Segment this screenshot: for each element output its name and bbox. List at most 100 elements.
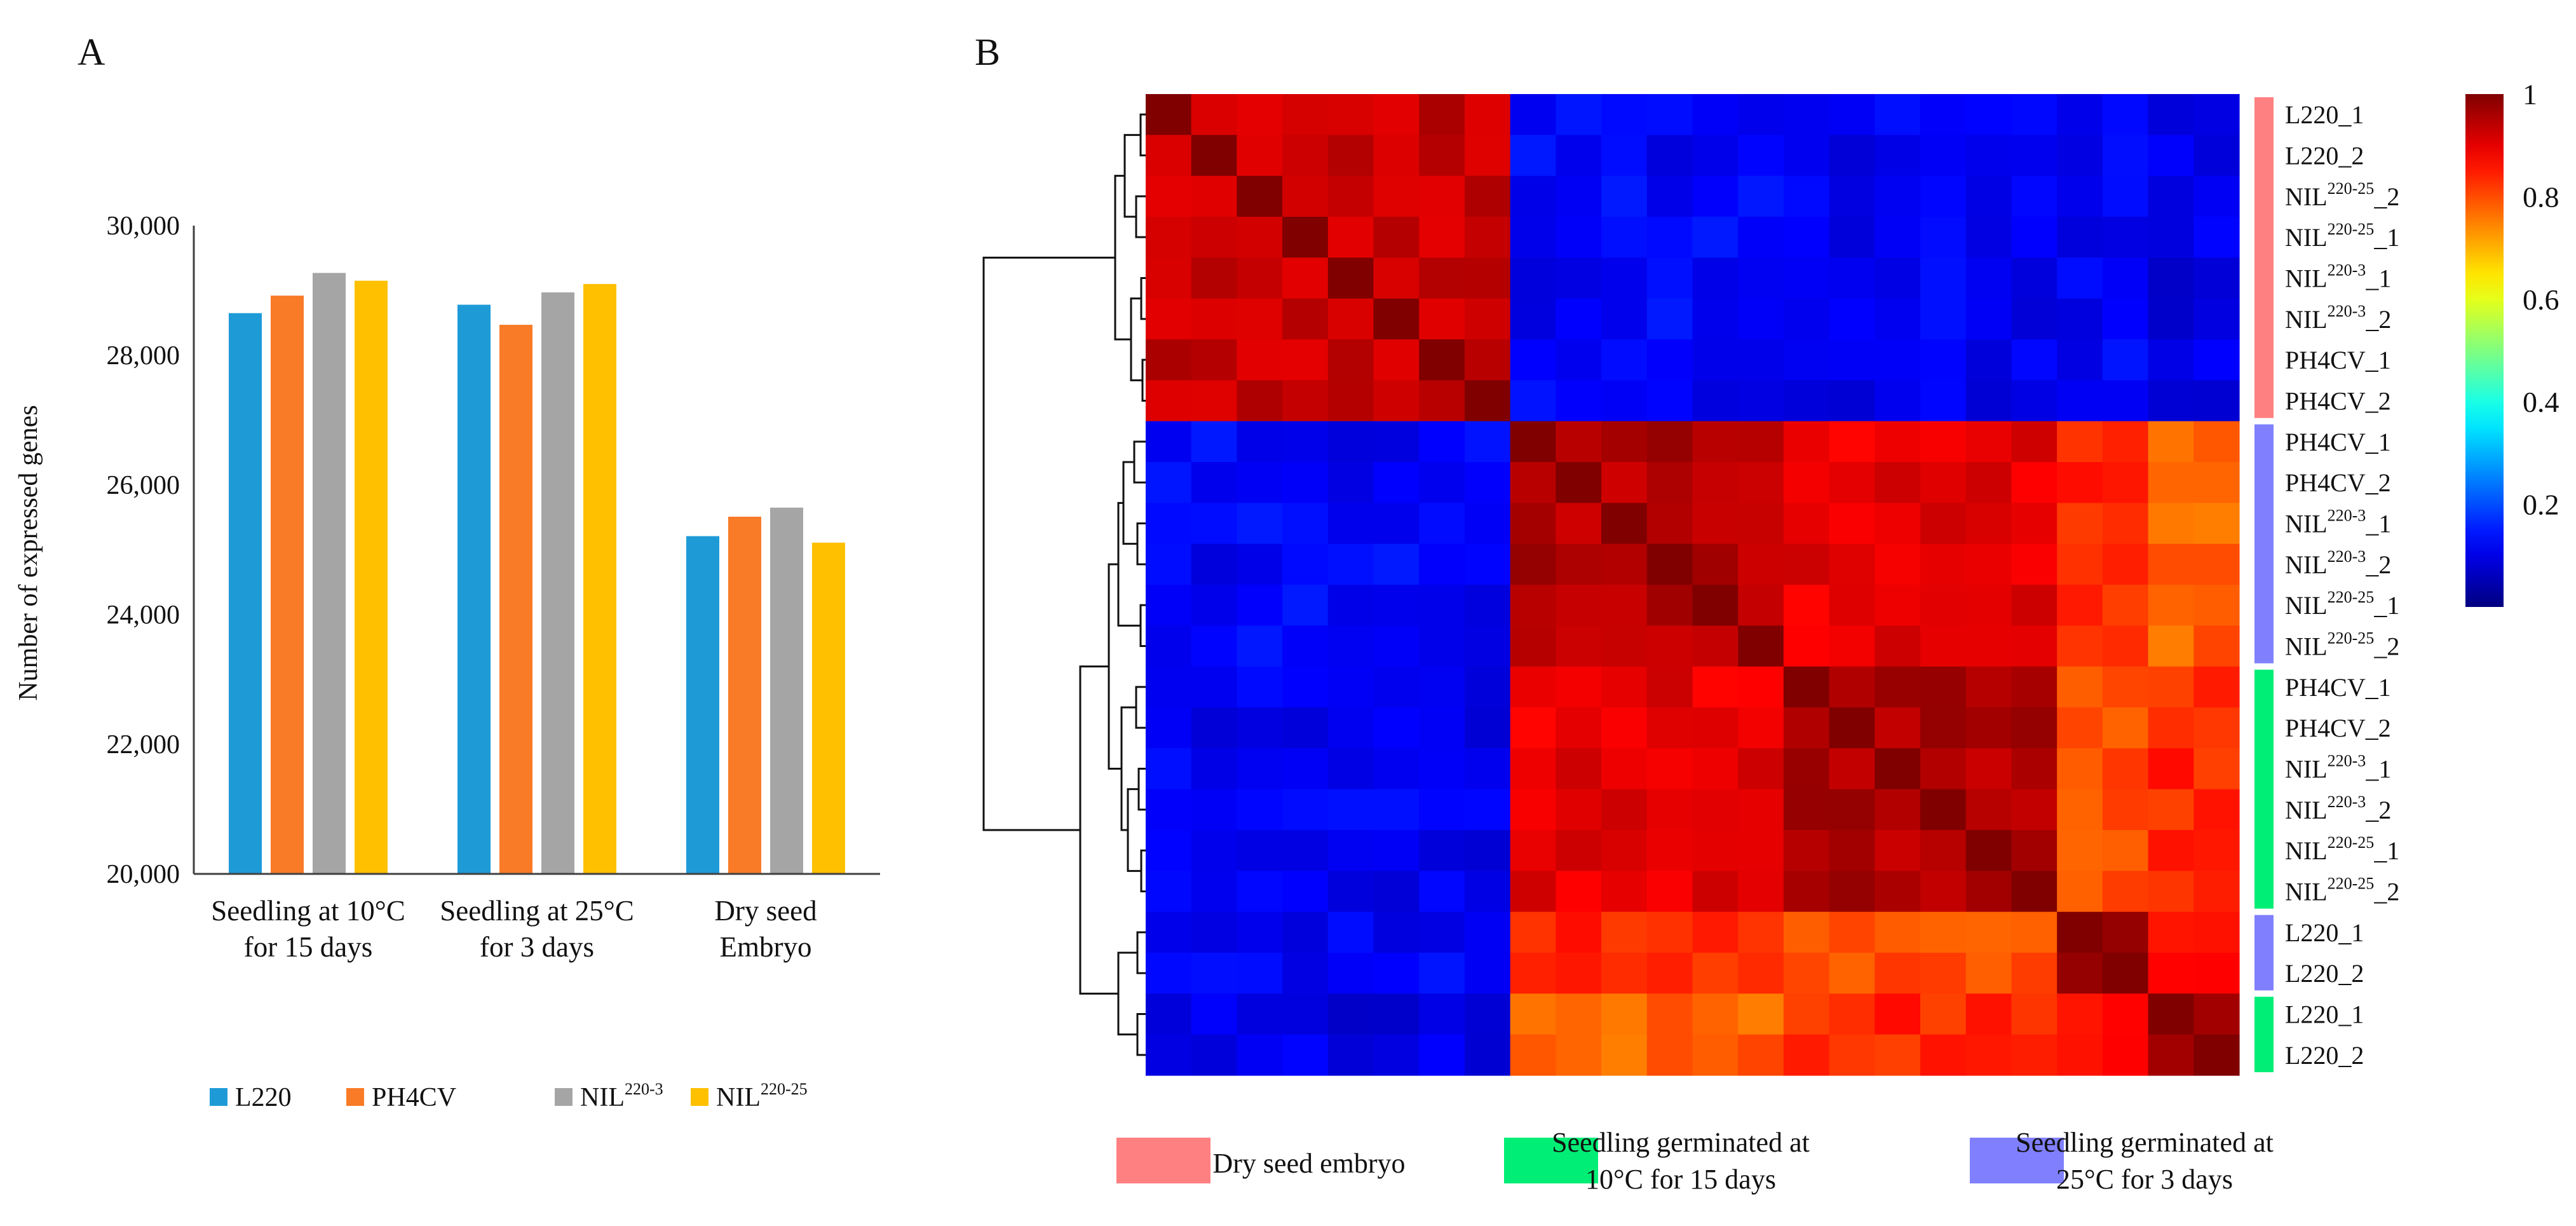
heatmap-cell xyxy=(2102,380,2149,422)
heatmap-cell xyxy=(1373,830,1420,871)
heatmap-cell xyxy=(1965,911,2012,953)
bar-marks xyxy=(229,273,845,875)
heatmap-cell xyxy=(2057,871,2103,913)
heatmap-cell xyxy=(2193,748,2240,790)
heatmap-cell xyxy=(1965,298,2012,340)
heatmap-cell xyxy=(1920,585,1967,626)
heatmap-cell xyxy=(1464,585,1511,626)
heatmap-cell xyxy=(1783,462,1830,503)
heatmap-cell xyxy=(1783,135,1830,177)
heatmap-cell xyxy=(2057,1034,2103,1076)
heatmap-cell xyxy=(1146,380,1192,422)
heatmap-cell xyxy=(1237,462,1283,503)
heatmap-cell xyxy=(2148,666,2194,708)
heatmap-cell xyxy=(1601,993,1648,1035)
heatmap-cell xyxy=(1146,748,1192,790)
heatmap-cell xyxy=(1783,585,1830,626)
heatmap-cell xyxy=(1646,257,1693,299)
heatmap-cell xyxy=(1419,503,1465,545)
heatmap-cell xyxy=(1920,217,1967,258)
heatmap-cell xyxy=(1510,135,1556,177)
heatmap-cell xyxy=(1419,94,1465,135)
y-tick-label: 28,000 xyxy=(107,341,180,371)
heatmap-cell xyxy=(1146,625,1192,667)
heatmap-cell xyxy=(1556,789,1602,831)
heatmap-cell xyxy=(1829,421,1875,463)
bar-chart: Number of expressed genes 20,000 22,000 24… xyxy=(14,212,880,1112)
heatmap-cell xyxy=(2193,993,2240,1035)
heatmap-cell xyxy=(1191,625,1238,667)
heatmap-cell xyxy=(1738,380,1784,422)
heatmap-cell xyxy=(1464,543,1511,585)
heatmap-cell xyxy=(1464,871,1511,913)
heatmap-cell xyxy=(1419,175,1465,217)
heatmap-cell xyxy=(2102,666,2149,708)
heatmap-cell xyxy=(2057,298,2103,340)
dendrogram xyxy=(982,113,1146,1056)
heatmap-cell xyxy=(1327,339,1374,381)
heatmap-cell xyxy=(1282,666,1329,708)
heatmap-cell xyxy=(1920,830,1967,871)
heatmap-cell xyxy=(1373,421,1420,463)
group-bar-cold xyxy=(2254,669,2274,909)
heatmap-cell xyxy=(2148,707,2194,749)
heatmap-cell xyxy=(2102,789,2149,831)
heatmap-cell xyxy=(1419,830,1465,871)
heatmap-cell xyxy=(2193,462,2240,503)
bar-nil220-3-0 xyxy=(313,273,346,875)
heatmap-cell xyxy=(1829,503,1875,545)
heatmap-cell xyxy=(1783,298,1830,340)
heatmap-cell xyxy=(1510,257,1556,299)
heatmap-cell xyxy=(1965,585,2012,626)
heatmap-cell xyxy=(1191,462,1238,503)
heatmap-cell xyxy=(1146,175,1192,217)
heatmap-cell xyxy=(1191,217,1238,258)
row-label: NIL220-3_2 xyxy=(2285,547,2391,579)
heatmap-cell xyxy=(1874,993,1921,1035)
heatmap-cell xyxy=(1556,257,1602,299)
heatmap-cell xyxy=(1874,380,1921,422)
heatmap-cell xyxy=(1920,871,1967,913)
heatmap-cell xyxy=(1965,1034,2012,1076)
heatmap-cell xyxy=(1327,666,1374,708)
heatmap-cell xyxy=(1373,135,1420,177)
heatmap-cell xyxy=(1738,421,1784,463)
heatmap-cell xyxy=(1646,175,1693,217)
heatmap-cell xyxy=(1874,585,1921,626)
heatmap-cell xyxy=(1510,503,1556,545)
heatmap-cell xyxy=(1646,830,1693,871)
heatmap-cell xyxy=(2148,543,2194,585)
heatmap-cell xyxy=(1556,298,1602,340)
heatmap-cell xyxy=(1829,748,1875,790)
heatmap-cell xyxy=(2193,421,2240,463)
dendrogram-branch xyxy=(1136,522,1146,566)
heatmap-cell xyxy=(1738,94,1784,135)
heatmap-cell xyxy=(1237,543,1283,585)
heatmap-cell xyxy=(2102,625,2149,667)
heatmap-cell xyxy=(1146,953,1192,994)
heatmap-cell xyxy=(1191,666,1238,708)
heatmap-cell xyxy=(1327,911,1374,953)
heatmap-cell xyxy=(2011,953,2057,994)
heatmap-cell xyxy=(1464,953,1511,994)
legend-label-nil220-25: NIL220-25 xyxy=(716,1080,808,1112)
bar-l220-1 xyxy=(458,304,491,874)
heatmap-cell xyxy=(1783,1034,1830,1076)
heatmap-cell xyxy=(2148,462,2194,503)
heatmap-cell xyxy=(1874,94,1921,135)
heatmap-cell xyxy=(2057,953,2103,994)
heatmap-cell xyxy=(1601,503,1648,545)
heatmap-cell xyxy=(2057,748,2103,790)
heatmap-cell xyxy=(1920,421,1967,463)
heatmap-cell xyxy=(1646,339,1693,381)
heatmap-cell xyxy=(1510,462,1556,503)
heatmap-cell xyxy=(1464,666,1511,708)
heatmap-cell xyxy=(1738,871,1784,913)
heatmap-cell xyxy=(2057,135,2103,177)
heatmap-cell xyxy=(1510,789,1556,831)
heatmap-cell xyxy=(2148,503,2194,545)
heatmap-cell xyxy=(1646,135,1693,177)
heatmap-cell xyxy=(1646,625,1693,667)
heatmap-cell xyxy=(1327,585,1374,626)
heatmap-cell xyxy=(1510,94,1556,135)
